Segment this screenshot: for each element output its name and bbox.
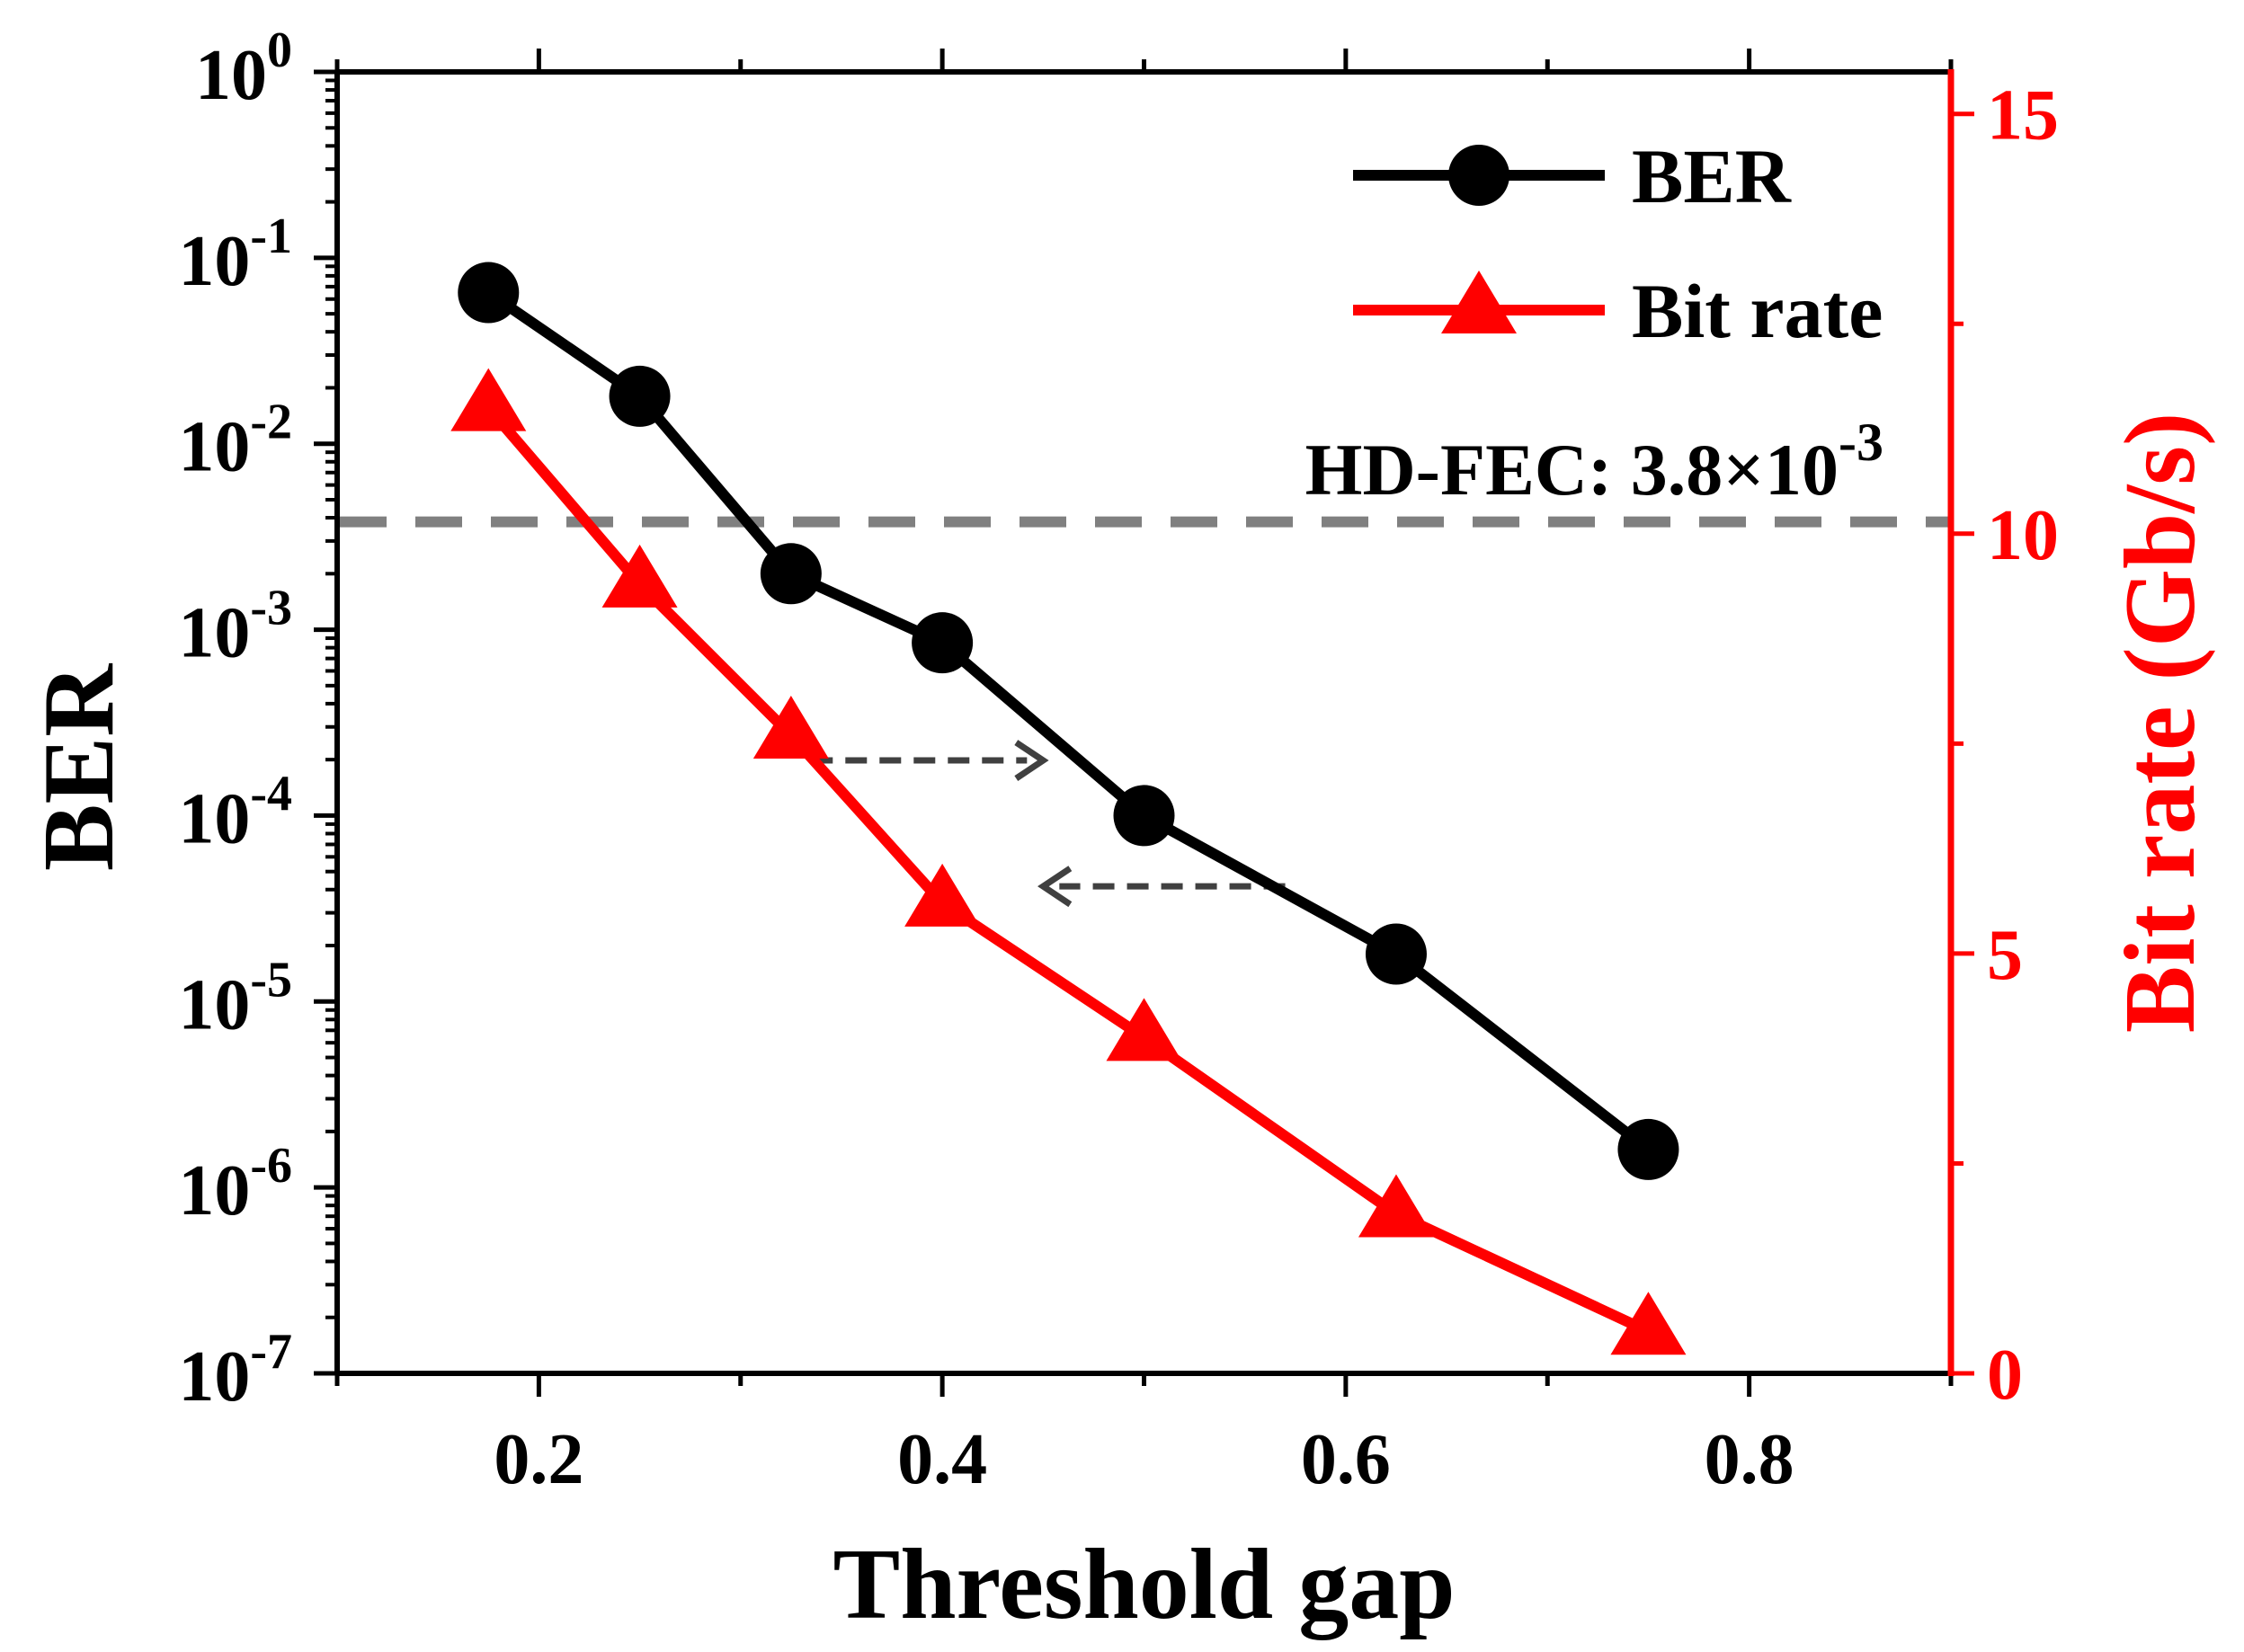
y-left-tick-label: 10-5 bbox=[178, 952, 292, 1044]
annotation-arrow-head bbox=[1014, 740, 1049, 781]
y-left-tick-label: 10-4 bbox=[178, 766, 292, 858]
series-line-ber bbox=[485, 288, 1652, 1154]
legend-marker-bit-rate bbox=[1441, 271, 1517, 333]
ber-point bbox=[458, 262, 520, 324]
y-left-tick-label: 10-3 bbox=[178, 581, 292, 673]
legend: BER Bit rate bbox=[1353, 133, 1883, 354]
x-tick-label: 0.6 bbox=[1301, 1420, 1391, 1499]
bit-rate-point bbox=[601, 544, 678, 608]
y-left-axis-title: BER bbox=[23, 663, 135, 871]
y-left-tick-label: 100 bbox=[195, 22, 292, 115]
y-right-tick-label: 15 bbox=[1987, 76, 2059, 155]
ber-point bbox=[1365, 923, 1427, 985]
bit-rate-point bbox=[904, 863, 981, 927]
y-left-tick-label: 10-2 bbox=[178, 395, 292, 487]
y-left-tick-label: 10-1 bbox=[178, 209, 292, 301]
series-layer bbox=[450, 262, 1687, 1355]
x-axis-title: Threshold gap bbox=[833, 1529, 1456, 1640]
hd-fec-label: HD-FEC: 3.8×10-3 bbox=[1305, 413, 1883, 511]
y-right-tick-label: 5 bbox=[1987, 916, 2023, 995]
x-tick-label: 0.2 bbox=[494, 1420, 583, 1499]
reference-line-layer: HD-FEC: 3.8×10-3 bbox=[340, 413, 1948, 528]
y-right-axis-title: Bit rate (Gb/s) bbox=[2105, 413, 2216, 1034]
annotation-layer bbox=[811, 740, 1286, 908]
y-right-tick-label: 10 bbox=[1987, 496, 2059, 575]
axes-layer: Threshold gap BER Bit rate (Gb/s) bbox=[23, 69, 2216, 1640]
legend-label: BER bbox=[1632, 133, 1792, 219]
y-right-tick-label: 0 bbox=[1987, 1336, 2023, 1415]
y-left-tick-label: 10-7 bbox=[178, 1324, 292, 1417]
bit-rate-point bbox=[1610, 1292, 1687, 1355]
ber-point bbox=[912, 612, 974, 674]
annotation-arrow-head bbox=[1037, 866, 1073, 908]
legend-label: Bit rate bbox=[1632, 268, 1883, 354]
bit-rate-point bbox=[752, 696, 829, 759]
legend-marker-ber bbox=[1448, 145, 1509, 206]
bit-rate-point bbox=[450, 368, 527, 431]
x-tick-label: 0.8 bbox=[1705, 1420, 1794, 1499]
x-tick-label: 0.4 bbox=[897, 1420, 987, 1499]
y-left-tick-label: 10-6 bbox=[178, 1138, 292, 1230]
ber-point bbox=[760, 543, 822, 605]
chart-ticks-layer: 0.2 0.4 0.6 0.810010-110-210-310-410-510-61… bbox=[178, 22, 2059, 1499]
bit-rate-point bbox=[1358, 1174, 1434, 1238]
ber-point bbox=[1113, 785, 1175, 847]
ber-point bbox=[609, 365, 671, 427]
ber-point bbox=[1617, 1118, 1679, 1180]
bit-rate-point bbox=[1106, 998, 1182, 1061]
